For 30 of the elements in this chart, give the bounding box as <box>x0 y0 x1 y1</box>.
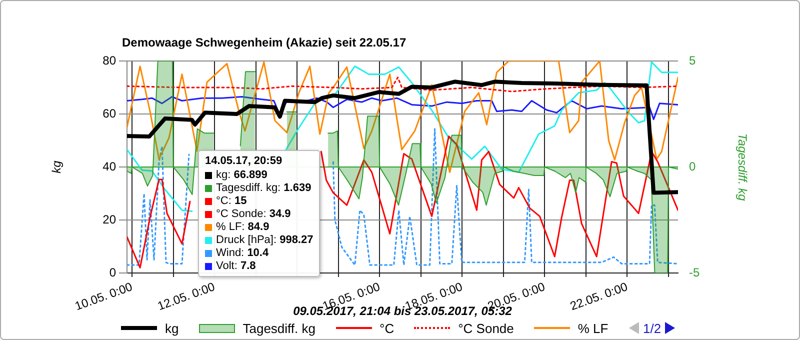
legend-label: kg <box>165 320 179 336</box>
annotation: Tagesdiff. kg: 1.639 <box>216 182 312 195</box>
legend-label: Tagesdiff. kg <box>242 320 316 336</box>
y-tick-label: 0 <box>109 265 116 280</box>
y2-axis-title: Tagesdiff. kg <box>735 133 750 202</box>
annotation: °C: 15 <box>216 195 247 208</box>
annotation: 14.05.17, 20:59 <box>205 155 284 168</box>
legend-label: °C <box>380 320 394 336</box>
chart-title: Demowaage Schwegenheim (Akazie) seit 22.05.17 <box>122 35 406 50</box>
line-series <box>127 76 678 92</box>
y-tick-label: 20 <box>102 212 116 226</box>
legend-label: % LF <box>578 320 608 336</box>
y2-tick-label: -5 <box>689 265 700 280</box>
annotation: kg: 66.899 <box>216 169 268 182</box>
y-axis-title: kg <box>50 160 64 174</box>
annotation: Wind: 10.4 <box>216 247 269 260</box>
x-tick-label: 10.05. 0:00 <box>73 279 135 314</box>
annotation: % LF: 84.9 <box>216 221 270 234</box>
annotation: Volt: 7.8 <box>216 260 256 273</box>
y2-tick-label: 0 <box>689 159 696 174</box>
x-tick-label: 22.05. 0:00 <box>568 279 630 314</box>
y2-tick-label: 5 <box>689 53 696 68</box>
x-tick-label: 12.05. 0:00 <box>156 279 218 314</box>
annotation: °C Sonde: 34.9 <box>216 208 291 221</box>
text: 1/2 <box>643 320 662 336</box>
y-tick-label: 60 <box>102 106 116 120</box>
annotation: Druck [hPa]: 998.27 <box>216 234 314 247</box>
legend-label: °C Sonde <box>458 320 514 336</box>
y-tick-label: 40 <box>102 159 116 174</box>
y-tick-label: 80 <box>102 53 116 68</box>
